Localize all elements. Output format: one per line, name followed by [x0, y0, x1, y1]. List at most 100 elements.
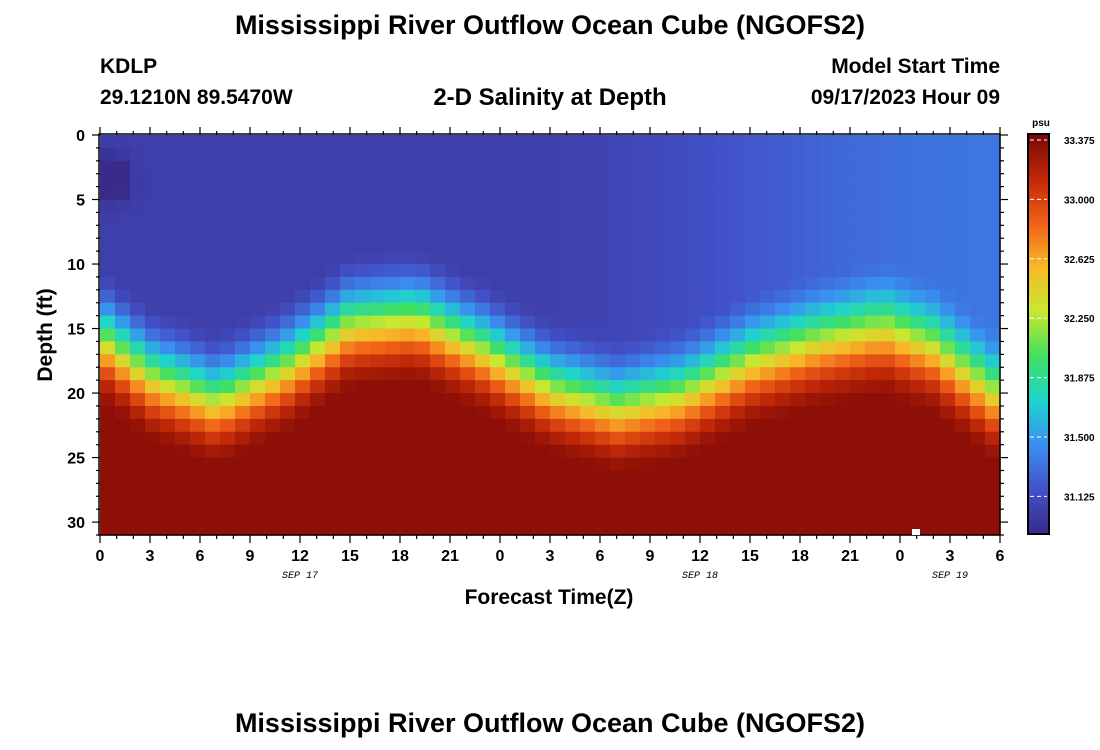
heatmap-cell [325, 405, 341, 420]
heatmap-cell [685, 457, 701, 472]
heatmap-cell [370, 289, 386, 304]
heatmap-cell [550, 186, 566, 201]
heatmap-cell [955, 199, 971, 214]
heatmap-cell [925, 289, 941, 304]
heatmap-cell [340, 315, 356, 330]
heatmap-cell [685, 522, 701, 536]
heatmap-cell [340, 289, 356, 304]
heatmap-cell [205, 251, 221, 265]
heatmap-cell [460, 199, 476, 214]
heatmap-cell [955, 457, 971, 472]
heatmap-cell [130, 354, 146, 368]
heatmap-cell [640, 380, 656, 394]
heatmap-cell [580, 315, 596, 330]
heatmap-cell [625, 238, 641, 252]
heatmap-cell [865, 315, 881, 330]
heatmap-cell [655, 289, 671, 304]
heatmap-cell [835, 135, 851, 149]
heatmap-cell [940, 276, 956, 291]
heatmap-cell [205, 405, 221, 420]
heatmap-cell [190, 186, 206, 201]
heatmap-cell [535, 483, 551, 497]
heatmap-cell [655, 147, 671, 162]
heatmap-cell [820, 251, 836, 265]
heatmap-cell [970, 470, 986, 484]
heatmap-cell [520, 509, 536, 523]
heatmap-cell [895, 173, 911, 188]
heatmap-cell [700, 522, 716, 536]
heatmap-cell [955, 405, 971, 420]
heatmap-cell [760, 147, 776, 162]
heatmap-cell [895, 238, 911, 252]
heatmap-cell [625, 444, 641, 459]
heatmap-cell [805, 147, 821, 162]
heatmap-cell [850, 496, 866, 510]
heatmap-cell [715, 380, 731, 394]
heatmap-cell [145, 470, 161, 484]
heatmap-cell [490, 380, 506, 394]
heatmap-cell [520, 302, 536, 317]
heatmap-cell [790, 302, 806, 317]
heatmap-cell [805, 380, 821, 394]
heatmap-cell [820, 264, 836, 278]
heatmap-cell [325, 470, 341, 484]
heatmap-cell [235, 135, 251, 149]
heatmap-cell [475, 354, 491, 368]
heatmap-cell [985, 522, 1001, 536]
heatmap-cell [190, 380, 206, 394]
heatmap-cell [460, 393, 476, 407]
heatmap-cell [160, 496, 176, 510]
heatmap-cell [895, 135, 911, 149]
heatmap-cell [130, 251, 146, 265]
heatmap-cell [430, 405, 446, 420]
heatmap-cell [730, 393, 746, 407]
heatmap-cell [970, 264, 986, 278]
heatmap-cell [580, 328, 596, 343]
heatmap-cell [475, 264, 491, 278]
colorbar-tick-label: 31.500 [1064, 433, 1095, 444]
heatmap-cell [775, 328, 791, 343]
heatmap-cell [790, 470, 806, 484]
heatmap-cell [130, 380, 146, 394]
heatmap-cell [280, 483, 296, 497]
heatmap-cell [925, 418, 941, 433]
heatmap-cell [160, 199, 176, 214]
heatmap-cell [715, 496, 731, 510]
heatmap-cell [265, 405, 281, 420]
heatmap-cell [595, 496, 611, 510]
heatmap-cell [475, 173, 491, 188]
heatmap-cell [655, 199, 671, 214]
heatmap-cell [235, 147, 251, 162]
heatmap-cell [805, 328, 821, 343]
heatmap-cell [340, 199, 356, 214]
heatmap-cell [310, 199, 326, 214]
model-start-label: Model Start Time [831, 55, 1000, 78]
heatmap-cell [970, 444, 986, 459]
heatmap-cell [865, 341, 881, 355]
heatmap-cell [790, 405, 806, 420]
heatmap-cell [865, 225, 881, 239]
heatmap-cell [535, 509, 551, 523]
heatmap-cell [580, 186, 596, 201]
heatmap-cell [985, 173, 1001, 188]
heatmap-cell [505, 522, 521, 536]
heatmap-cell [430, 522, 446, 536]
heatmap-cell [130, 405, 146, 420]
heatmap-cell [775, 418, 791, 433]
heatmap-cell [865, 328, 881, 343]
heatmap-cell [625, 522, 641, 536]
heatmap-cell [400, 276, 416, 291]
heatmap-cell [415, 186, 431, 201]
heatmap-cell [520, 160, 536, 175]
heatmap-cell [145, 173, 161, 188]
heatmap-cell [760, 522, 776, 536]
heatmap-cell [550, 199, 566, 214]
heatmap-cell [910, 328, 926, 343]
heatmap-cell [505, 238, 521, 252]
heatmap-cell [610, 276, 626, 291]
heatmap-cell [775, 380, 791, 394]
heatmap-cell [460, 251, 476, 265]
heatmap-cell [640, 276, 656, 291]
heatmap-cell [535, 238, 551, 252]
